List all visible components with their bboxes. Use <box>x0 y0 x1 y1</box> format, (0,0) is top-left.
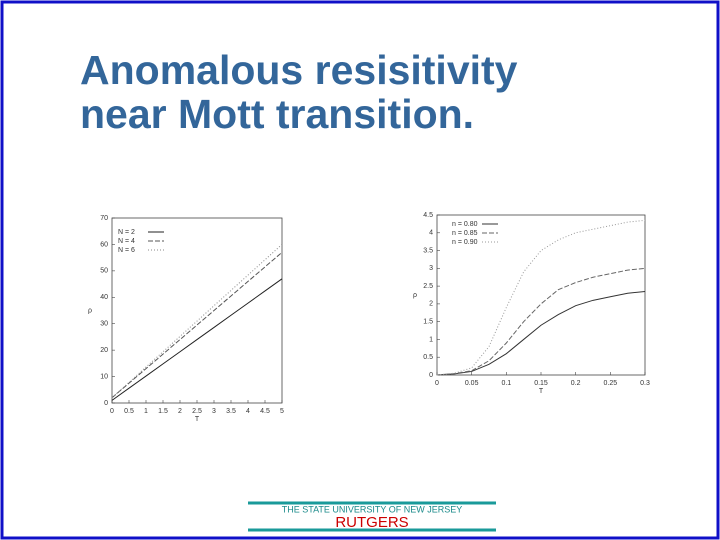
y-tick-label: 10 <box>100 373 108 380</box>
y-tick-label: 60 <box>100 241 108 248</box>
legend-label: n = 0.85 <box>452 230 478 237</box>
x-tick-label: 0.5 <box>124 408 134 415</box>
legend-label: N = 4 <box>118 238 135 245</box>
x-tick-label: 0 <box>435 380 439 387</box>
series-line <box>111 278 283 401</box>
y-tick-label: 1 <box>429 336 433 343</box>
slide-title-line: Anomalous resisitivity <box>80 47 518 93</box>
y-tick-label: 20 <box>100 347 108 354</box>
series-line <box>111 251 283 399</box>
y-tick-label: 4.5 <box>423 212 433 219</box>
x-tick-label: 0 <box>110 408 114 415</box>
x-tick-label: 0.05 <box>465 380 479 387</box>
y-tick-label: 0 <box>104 400 108 407</box>
footer-name: RUTGERS <box>335 514 408 531</box>
y-tick-label: 1.5 <box>423 319 433 326</box>
x-tick-label: 3 <box>212 408 216 415</box>
y-tick-label: 3 <box>429 265 433 272</box>
x-tick-label: 0.3 <box>640 380 650 387</box>
y-axis-label: ρ <box>88 307 92 314</box>
y-tick-label: 30 <box>100 321 108 328</box>
series-line <box>436 290 646 376</box>
x-tick-label: 4.5 <box>260 408 270 415</box>
x-tick-label: 0.15 <box>534 380 548 387</box>
legend-label: N = 2 <box>118 229 135 236</box>
x-tick-label: 2 <box>178 408 182 415</box>
x-tick-label: 5 <box>280 408 284 415</box>
x-tick-label: 2.5 <box>192 408 202 415</box>
x-tick-label: 1.5 <box>158 408 168 415</box>
x-tick-label: 0.25 <box>604 380 618 387</box>
y-tick-label: 0.5 <box>423 354 433 361</box>
x-tick-label: 3.5 <box>226 408 236 415</box>
legend-label: n = 0.90 <box>452 239 478 246</box>
footer-university: THE STATE UNIVERSITY OF NEW JERSEY <box>282 504 463 514</box>
x-axis-label: T <box>195 416 200 423</box>
y-tick-label: 0 <box>429 372 433 379</box>
slide-title-line: near Mott transition. <box>80 91 474 137</box>
y-tick-label: 40 <box>100 294 108 301</box>
y-tick-label: 2.5 <box>423 283 433 290</box>
x-axis-label: T <box>539 388 544 395</box>
x-tick-label: 4 <box>246 408 250 415</box>
y-tick-label: 70 <box>100 215 108 222</box>
legend-label: N = 6 <box>118 247 135 254</box>
y-axis-label: ρ <box>413 292 417 299</box>
x-tick-label: 1 <box>144 408 148 415</box>
x-tick-label: 0.1 <box>501 380 511 387</box>
y-tick-label: 50 <box>100 268 108 275</box>
y-tick-label: 2 <box>429 301 433 308</box>
series-line <box>111 244 283 399</box>
y-tick-label: 4 <box>429 230 433 237</box>
legend-label: n = 0.80 <box>452 221 478 228</box>
x-tick-label: 0.2 <box>571 380 581 387</box>
y-tick-label: 3.5 <box>423 247 433 254</box>
